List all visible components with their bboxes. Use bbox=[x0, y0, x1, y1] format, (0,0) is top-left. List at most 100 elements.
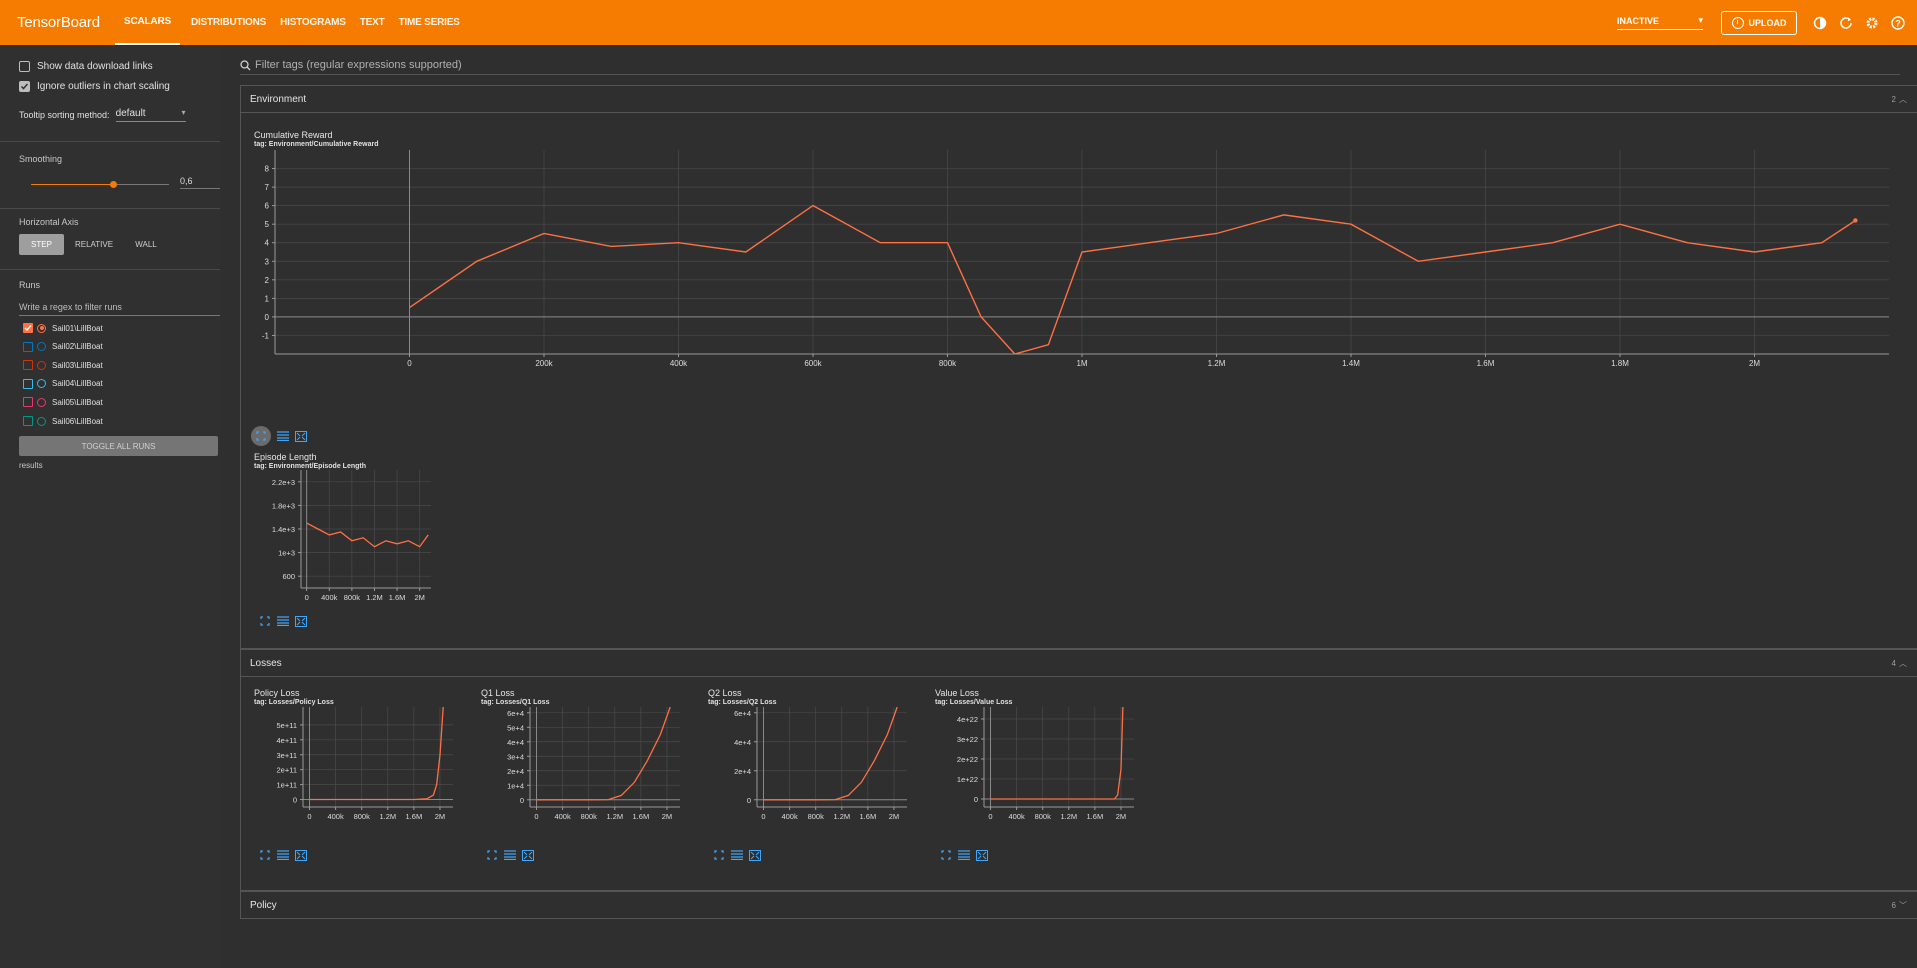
runs-filter-input[interactable]: Write a regex to filter runs bbox=[19, 302, 220, 316]
fullscreen-icon[interactable] bbox=[251, 426, 271, 446]
y-tick-label: 4e+11 bbox=[276, 736, 297, 745]
fit-domain-icon[interactable] bbox=[749, 849, 761, 861]
reload-status-select[interactable]: INACTIVE ▾ bbox=[1617, 15, 1703, 30]
run-color-radio[interactable] bbox=[37, 323, 46, 333]
run-checkbox[interactable] bbox=[23, 341, 33, 352]
fullscreen-icon[interactable] bbox=[940, 849, 952, 861]
y-tick-label: 5e+4 bbox=[507, 723, 524, 732]
theme-toggle-icon[interactable] bbox=[1807, 10, 1833, 36]
x-tick-label: 600k bbox=[804, 359, 822, 368]
tag-filter-input[interactable]: Filter tags (regular expressions support… bbox=[240, 56, 1900, 75]
y-tick-label: 6e+4 bbox=[507, 709, 524, 718]
run-checkbox[interactable] bbox=[23, 416, 33, 426]
section-environment-header[interactable]: Environment 2 ︿ bbox=[240, 85, 1917, 113]
x-tick-label: 2M bbox=[1749, 359, 1760, 368]
slider-thumb[interactable] bbox=[110, 181, 118, 188]
x-tick-label: 1M bbox=[1076, 359, 1087, 368]
chart-episode-length[interactable]: 0 400k 800k 1.2M 1.6M 2M 600 1e+3 1.4e+3 1.8e+3 2.… bbox=[241, 470, 437, 610]
chart-cumulative-reward[interactable]: 0 200k 400k 600k 800k 1M 1.2M 1.4M 1.6M 1.8M 2M -1 0… bbox=[241, 150, 1901, 384]
toggle-log-scale-icon[interactable] bbox=[277, 849, 289, 861]
smoothing-value-input[interactable]: 0,6 bbox=[180, 176, 220, 189]
tag-filter-placeholder: Filter tags (regular expressions support… bbox=[255, 59, 462, 71]
x-tick-label: 0 bbox=[407, 359, 412, 368]
smoothing-slider[interactable] bbox=[31, 180, 169, 190]
run-checkbox[interactable] bbox=[23, 378, 33, 389]
fit-domain-icon[interactable] bbox=[976, 849, 988, 861]
run-color-radio[interactable] bbox=[37, 397, 46, 407]
y-tick-label: 1e+22 bbox=[957, 775, 978, 784]
upload-button[interactable]: i UPLOAD bbox=[1721, 10, 1797, 35]
fullscreen-icon[interactable] bbox=[259, 615, 271, 627]
run-item[interactable]: Sail02\LillBoat bbox=[23, 341, 103, 352]
fit-domain-icon[interactable] bbox=[295, 849, 307, 861]
show-download-links-option[interactable]: Show data download links bbox=[19, 61, 153, 72]
run-checkbox[interactable] bbox=[23, 397, 33, 408]
axis-step-button[interactable]: STEP bbox=[19, 234, 64, 255]
toggle-log-scale-icon[interactable] bbox=[504, 849, 516, 861]
chart-value-loss[interactable]: 0 400k 800k 1.2M 1.6M 2M 0 1e+22 2e+22 3e+22 4e+22 bbox=[922, 705, 1142, 845]
axis-wall-button[interactable]: WALL bbox=[135, 240, 157, 249]
settings-gear-icon[interactable] bbox=[1859, 10, 1885, 36]
tab-distributions[interactable]: DISTRIBUTIONS bbox=[190, 17, 267, 28]
toggle-log-scale-icon[interactable] bbox=[277, 615, 289, 627]
toggle-all-runs-button[interactable]: TOGGLE ALL RUNS bbox=[19, 436, 218, 456]
x-tick-label: 1.2M bbox=[833, 812, 850, 821]
x-tick-label: 1.2M bbox=[1208, 359, 1226, 368]
divider bbox=[0, 141, 220, 142]
plot-area bbox=[303, 707, 453, 807]
chart-policy-loss[interactable]: 0 400k 800k 1.2M 1.6M 2M 0 1e+11 2e+11 3e+11 4e+11… bbox=[241, 705, 461, 845]
axis-relative-button[interactable]: RELATIVE bbox=[74, 240, 114, 249]
ignore-outliers-checkbox[interactable] bbox=[19, 81, 30, 92]
run-item[interactable]: Sail03\LillBoat bbox=[23, 360, 103, 371]
run-item[interactable]: Sail04\LillBoat bbox=[23, 378, 103, 389]
ignore-outliers-option[interactable]: Ignore outliers in chart scaling bbox=[19, 81, 170, 92]
x-tick-label: 1.6M bbox=[633, 812, 650, 821]
run-item[interactable]: Sail06\LillBoat bbox=[23, 416, 103, 426]
tab-text[interactable]: TEXT bbox=[359, 17, 385, 28]
divider bbox=[0, 208, 220, 209]
run-item[interactable]: Sail01\LillBoat bbox=[23, 323, 103, 333]
fit-domain-icon[interactable] bbox=[522, 849, 534, 861]
run-color-radio[interactable] bbox=[37, 379, 46, 389]
y-tick-label: 0 bbox=[293, 796, 297, 805]
fit-domain-icon[interactable] bbox=[295, 430, 307, 442]
check-icon bbox=[20, 83, 29, 90]
run-color-radio[interactable] bbox=[37, 342, 46, 352]
tab-scalars[interactable]: SCALARS bbox=[115, 0, 180, 45]
run-checkbox[interactable] bbox=[23, 323, 33, 333]
upload-label: UPLOAD bbox=[1748, 17, 1787, 28]
tab-histograms[interactable]: HISTOGRAMS bbox=[280, 17, 346, 28]
tab-time-series[interactable]: TIME SERIES bbox=[398, 17, 460, 28]
x-tick-label: 1.2M bbox=[1060, 812, 1077, 821]
help-icon[interactable]: ? bbox=[1885, 10, 1911, 36]
fullscreen-icon[interactable] bbox=[259, 849, 271, 861]
run-color-radio[interactable] bbox=[37, 416, 46, 426]
y-tick-label: 3e+22 bbox=[957, 735, 978, 744]
runs-filter-placeholder: Write a regex to filter runs bbox=[19, 302, 122, 312]
fullscreen-icon[interactable] bbox=[486, 849, 498, 861]
fullscreen-icon[interactable] bbox=[713, 849, 725, 861]
chart-actions bbox=[259, 849, 307, 861]
run-item[interactable]: Sail05\LillBoat bbox=[23, 397, 103, 408]
section-title: Environment bbox=[250, 93, 307, 105]
x-tick-label: 2M bbox=[435, 812, 445, 821]
section-policy-header[interactable]: Policy 6 ﹀ bbox=[240, 891, 1917, 919]
y-tick-label: 6 bbox=[265, 202, 270, 211]
section-losses-header[interactable]: Losses 4 ︿ bbox=[240, 649, 1917, 677]
toggle-log-scale-icon[interactable] bbox=[731, 849, 743, 861]
show-download-links-checkbox[interactable] bbox=[19, 61, 30, 72]
toggle-log-scale-icon[interactable] bbox=[958, 849, 970, 861]
y-tick-label: 0 bbox=[265, 313, 270, 322]
chart-q2-loss[interactable]: 0 400k 800k 1.2M 1.6M 2M 0 2e+4 4e+4 6e+4 bbox=[695, 705, 915, 845]
run-color-radio[interactable] bbox=[37, 360, 46, 370]
fit-domain-icon[interactable] bbox=[295, 615, 307, 627]
run-checkbox[interactable] bbox=[23, 360, 33, 371]
section-count: 6 ﹀ bbox=[1892, 900, 1907, 911]
tooltip-sorting-select[interactable]: default ▾ bbox=[115, 108, 186, 122]
chart-q1-loss[interactable]: 0 400k 800k 1.2M 1.6M 2M 0 1e+4 2e+4 3e+4 4e+4 5e+4… bbox=[468, 705, 688, 845]
toggle-log-scale-icon[interactable] bbox=[277, 430, 289, 442]
refresh-icon[interactable] bbox=[1833, 10, 1859, 36]
x-tick-label: 200k bbox=[535, 359, 553, 368]
section-count-value: 2 bbox=[1891, 94, 1896, 104]
results-label: results bbox=[19, 461, 43, 470]
